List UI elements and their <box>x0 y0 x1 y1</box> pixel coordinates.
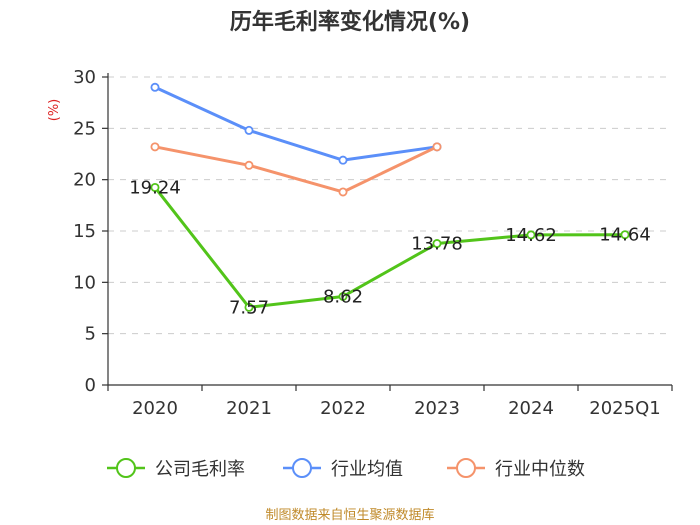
source-note: 制图数据来自恒生聚源数据库 <box>265 507 434 523</box>
data-label: 8.62 <box>323 287 363 308</box>
data-label: 13.78 <box>411 234 463 255</box>
x-tick-label: 2025Q1 <box>589 398 660 419</box>
data-point-2-1 <box>244 160 254 170</box>
axes: 0 5 10 15 20 25 30 2020 2021 2022 2023 2024 2025Q1 <box>73 67 673 419</box>
series-line-2 <box>153 145 439 194</box>
data-point-2-2 <box>338 187 348 197</box>
y-tick-label: 10 <box>73 272 96 293</box>
legend-label-2: 行业中位数 <box>495 459 585 480</box>
data-point-1-0 <box>150 82 160 92</box>
data-label: 7.57 <box>229 297 269 318</box>
data-point-0-2 <box>338 292 348 302</box>
data-point-0-4 <box>526 230 536 240</box>
data-point-2-0 <box>150 142 160 152</box>
data-point-0-3 <box>432 239 442 249</box>
data-point-2-3 <box>432 142 442 152</box>
series-line-1 <box>153 85 439 162</box>
legend-marker-2 <box>456 458 476 478</box>
data-labels: 19.24 7.57 8.62 13.78 14.62 14.64 <box>129 177 651 318</box>
y-tick-label: 15 <box>73 221 96 242</box>
data-point-1-1 <box>244 125 254 135</box>
series <box>150 82 630 312</box>
legend-label-1: 行业均值 <box>331 459 403 480</box>
y-tick-label: 30 <box>73 67 96 88</box>
x-tick-label: 2020 <box>132 398 178 419</box>
x-tick-label: 2021 <box>226 398 272 419</box>
data-point-1-2 <box>338 155 348 165</box>
data-point-0-1 <box>244 302 254 312</box>
x-tick-label: 2024 <box>508 398 554 419</box>
y-tick-label: 25 <box>73 118 96 139</box>
legend-label-0: 公司毛利率 <box>155 459 245 480</box>
legend: 公司毛利率 行业均值 行业中位数 <box>107 458 585 480</box>
series-line-0 <box>153 185 627 309</box>
y-tick-label: 20 <box>73 170 96 191</box>
data-point-0-0 <box>150 182 160 192</box>
y-tick-label: 5 <box>85 324 96 345</box>
data-point-0-5 <box>620 230 630 240</box>
chart-title: 历年毛利率变化情况(%) <box>230 9 470 35</box>
data-label: 14.64 <box>599 225 651 246</box>
grid-lines <box>108 76 672 335</box>
x-tick-label: 2023 <box>414 398 460 419</box>
legend-marker-0 <box>116 458 136 478</box>
y-tick-label: 0 <box>85 375 96 396</box>
data-label: 19.24 <box>129 177 181 198</box>
x-tick-label: 2022 <box>320 398 366 419</box>
legend-marker-1 <box>292 458 312 478</box>
y-axis-label: (%) <box>47 99 62 122</box>
data-label: 14.62 <box>505 225 557 246</box>
